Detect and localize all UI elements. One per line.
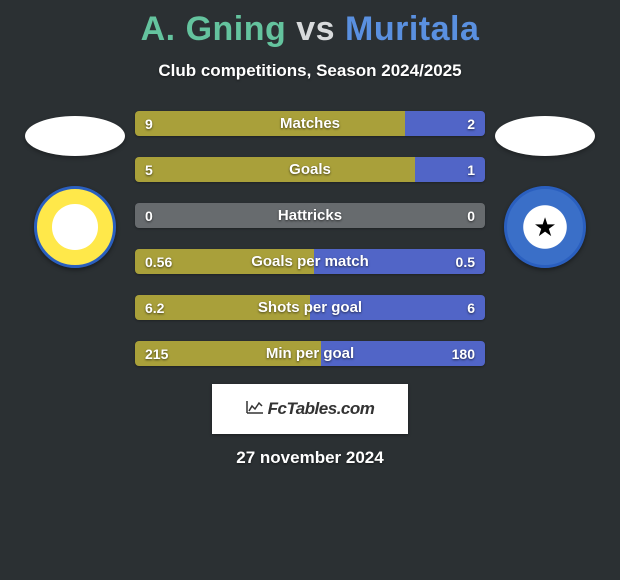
stat-bar: 5Goals1 [135, 157, 485, 182]
vs-text: vs [296, 10, 335, 48]
stat-bar: 0Hattricks0 [135, 203, 485, 228]
player2-club-crest [504, 186, 586, 268]
stat-bar: 6.2Shots per goal6 [135, 295, 485, 320]
comparison-title: A. Gning vs Muritala [0, 0, 620, 49]
left-side [15, 111, 135, 268]
stat-value-right: 2 [457, 111, 485, 136]
brand-text: FcTables.com [268, 399, 375, 419]
date-text: 27 november 2024 [0, 448, 620, 468]
stat-label: Hattricks [135, 203, 485, 228]
player1-club-crest [34, 186, 116, 268]
brand-box[interactable]: FcTables.com [212, 384, 408, 434]
player1-flag [25, 116, 125, 156]
stat-bar: 215Min per goal180 [135, 341, 485, 366]
stat-label: Goals [135, 157, 485, 182]
stat-value-right: 0 [457, 203, 485, 228]
player2-flag [495, 116, 595, 156]
stat-value-right: 6 [457, 295, 485, 320]
stat-label: Goals per match [135, 249, 485, 274]
player1-name: A. Gning [141, 10, 287, 48]
comparison-content: 9Matches25Goals10Hattricks00.56Goals per… [0, 111, 620, 366]
player2-name: Muritala [345, 10, 479, 48]
stat-bar: 0.56Goals per match0.5 [135, 249, 485, 274]
competition-subtitle: Club competitions, Season 2024/2025 [0, 61, 620, 81]
stat-value-right: 0.5 [446, 249, 485, 274]
stat-bars: 9Matches25Goals10Hattricks00.56Goals per… [135, 111, 485, 366]
stat-label: Min per goal [135, 341, 485, 366]
stat-value-right: 1 [457, 157, 485, 182]
stat-bar: 9Matches2 [135, 111, 485, 136]
stat-value-right: 180 [442, 341, 485, 366]
stat-label: Shots per goal [135, 295, 485, 320]
right-side [485, 111, 605, 268]
chart-icon [246, 400, 264, 419]
stat-label: Matches [135, 111, 485, 136]
